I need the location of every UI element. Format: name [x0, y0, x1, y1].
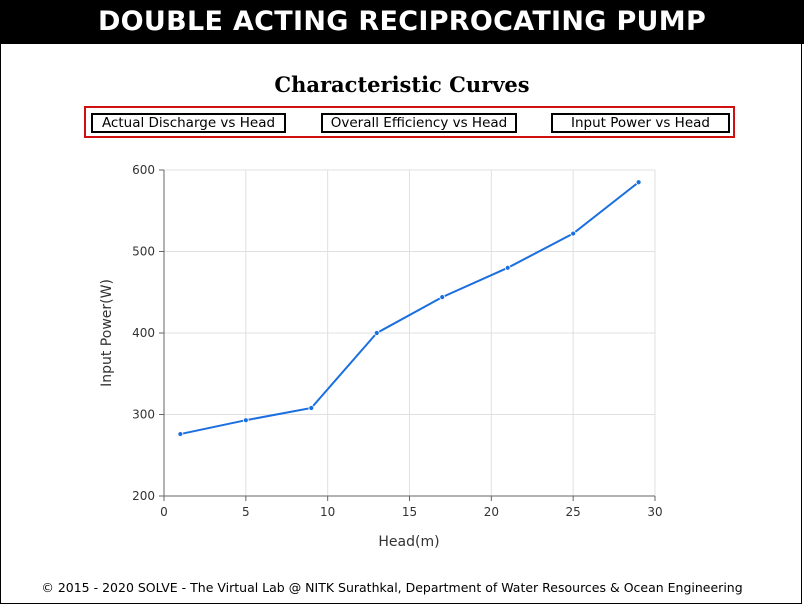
x-tick-label: 25	[566, 505, 581, 519]
x-axis-label: Head(m)	[378, 534, 439, 550]
data-point	[635, 179, 642, 186]
section-title: Characteristic Curves	[274, 72, 530, 97]
data-point	[373, 330, 380, 336]
x-tick-label: 20	[484, 505, 499, 519]
data-point	[242, 417, 249, 424]
y-axis-label: Input Power(W)	[99, 279, 115, 387]
y-tick-label: 200	[132, 489, 155, 503]
y-tick-label: 500	[132, 245, 155, 259]
chart-ticks: 0 5 10 15 20 25 30 200 300 400 500 600	[132, 163, 663, 519]
y-tick-label: 300	[132, 408, 155, 422]
x-tick-label: 5	[242, 505, 250, 519]
series-line	[180, 181, 640, 436]
page-header: DOUBLE ACTING RECIPROCATING PUMP	[0, 0, 804, 44]
input-power-vs-head-button[interactable]: Input Power vs Head	[551, 113, 730, 133]
y-tick-label: 400	[132, 326, 155, 340]
chart-grid	[164, 169, 656, 496]
actual-discharge-vs-head-button[interactable]: Actual Discharge vs Head	[91, 113, 286, 133]
data-point	[570, 230, 577, 237]
input-power-chart: 0 5 10 15 20 25 30 200 300 400 500 600 Head(m) Inpu…	[99, 163, 663, 550]
data-point	[177, 431, 184, 437]
y-tick-label: 600	[132, 163, 155, 177]
overall-efficiency-vs-head-button[interactable]: Overall Efficiency vs Head	[321, 113, 517, 133]
x-tick-label: 10	[320, 505, 335, 519]
data-point	[439, 294, 446, 301]
x-tick-label: 15	[402, 505, 417, 519]
data-point	[308, 405, 315, 411]
chart-series	[177, 179, 642, 437]
footer-copyright: © 2015 - 2020 SOLVE - The Virtual Lab @ …	[41, 580, 743, 595]
x-tick-label: 30	[647, 505, 662, 519]
x-tick-label: 0	[160, 505, 168, 519]
data-point	[504, 264, 511, 271]
chart-selector-group: Actual Discharge vs Head Overall Efficie…	[84, 106, 735, 138]
